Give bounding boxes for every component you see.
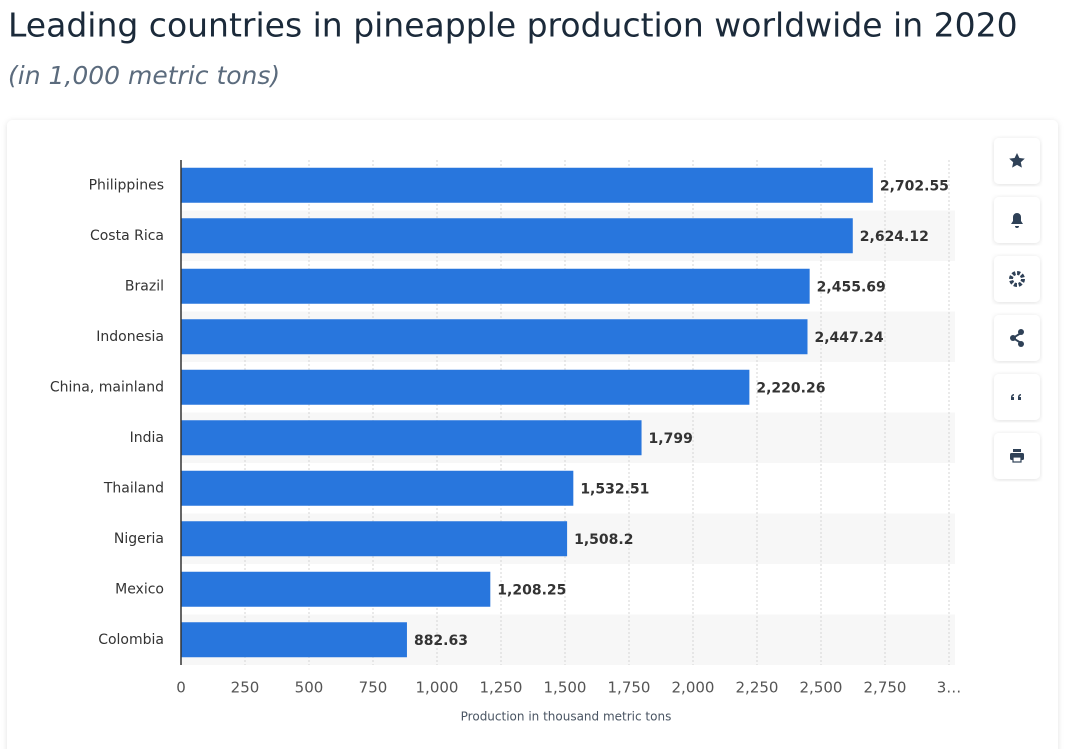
- value-label: 2,624.12: [860, 229, 929, 245]
- value-label: 1,532.51: [580, 481, 649, 497]
- y-tick-label: Thailand: [103, 480, 164, 496]
- settings-button[interactable]: [994, 256, 1040, 302]
- x-tick-label: 2,750: [864, 679, 907, 697]
- bar: [181, 218, 853, 254]
- bar: [181, 622, 407, 658]
- value-label: 1,508.2: [574, 532, 633, 548]
- value-label: 2,702.55: [880, 178, 949, 194]
- value-label: 2,455.69: [817, 279, 886, 295]
- bar: [181, 369, 750, 405]
- x-tick-label: 1,500: [544, 679, 587, 697]
- x-tick-label: 1,000: [416, 679, 459, 697]
- x-tick-label: 1,750: [608, 679, 651, 697]
- y-tick-label: India: [130, 430, 164, 446]
- y-tick-label: China, mainland: [50, 379, 164, 395]
- x-tick-label: 0: [176, 679, 186, 697]
- share-button[interactable]: [994, 315, 1040, 361]
- x-axis-label: Production in thousand metric tons: [461, 710, 672, 724]
- x-tick-label: 250: [231, 679, 260, 697]
- y-tick-label: Mexico: [115, 581, 164, 597]
- value-label: 882.63: [414, 633, 468, 649]
- x-tick-label: 500: [295, 679, 324, 697]
- favorite-button[interactable]: [994, 138, 1040, 184]
- chart-title: Leading countries in pineapple productio…: [8, 6, 1018, 45]
- value-label: 2,447.24: [814, 330, 883, 346]
- y-tick-label: Nigeria: [114, 531, 164, 547]
- notification-button[interactable]: [994, 197, 1040, 243]
- x-tick-label: 2,500: [800, 679, 843, 697]
- x-tick-label: 750: [359, 679, 388, 697]
- bar: [181, 420, 642, 456]
- bar: [181, 319, 808, 355]
- y-tick-label: Costa Rica: [90, 228, 164, 244]
- x-tick-label: 2,000: [672, 679, 715, 697]
- chart-subtitle: (in 1,000 metric tons): [8, 61, 280, 90]
- y-tick-label: Colombia: [98, 632, 164, 648]
- y-tick-label: Brazil: [125, 278, 164, 294]
- bar: [181, 268, 810, 304]
- bar: [181, 167, 873, 203]
- x-tick-label: 3…: [937, 679, 962, 697]
- x-tick-label: 2,250: [736, 679, 779, 697]
- bar: [181, 521, 568, 557]
- cite-button[interactable]: [994, 374, 1040, 420]
- x-tick-label: 1,250: [480, 679, 523, 697]
- toolbar: [994, 138, 1040, 479]
- y-tick-label: Philippines: [89, 177, 164, 193]
- bar: [181, 571, 491, 607]
- value-label: 1,799: [649, 431, 693, 447]
- value-label: 2,220.26: [756, 380, 825, 396]
- print-button[interactable]: [994, 433, 1040, 479]
- plot-area: 0 250 500 750 1,000 1,250 1,500 1,750 2,000 2,250…: [50, 160, 961, 697]
- y-tick-label: Indonesia: [96, 329, 164, 345]
- value-label: 1,208.25: [497, 582, 566, 598]
- bar: [181, 470, 574, 506]
